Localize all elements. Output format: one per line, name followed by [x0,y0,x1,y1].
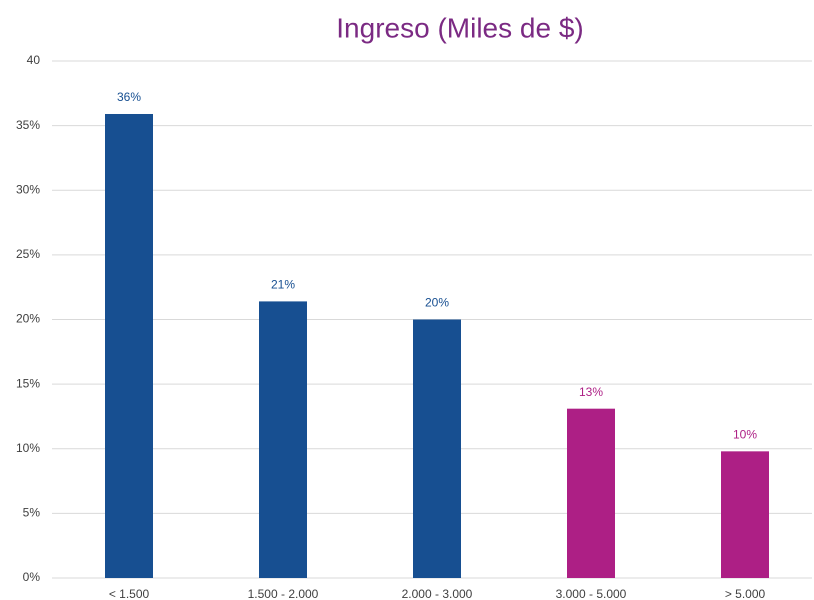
y-tick-label: 0% [23,570,41,584]
y-tick-label: 15% [16,376,40,390]
y-tick-label: 10% [16,441,40,455]
bar [105,113,153,579]
chart-title: Ingreso (Miles de $) [336,12,583,43]
y-tick-label: 40 [27,53,41,67]
value-label: 10% [733,428,757,442]
value-label: 13% [579,385,603,399]
value-label: 20% [425,296,449,310]
y-tick-label: 5% [23,506,41,520]
bar [259,301,307,578]
y-tick-label: 30% [16,182,40,196]
value-label: 36% [117,90,141,104]
x-tick-label: < 1.500 [109,587,150,600]
x-tick-label: 1.500 - 2.000 [248,587,319,600]
x-tick-label: 3.000 - 5.000 [556,587,627,600]
x-tick-label: > 5.000 [725,587,766,600]
y-tick-label: 25% [16,247,40,261]
value-label: 21% [271,278,295,292]
bar [721,451,769,578]
bar [567,408,615,578]
x-tick-label: 2.000 - 3.000 [402,587,473,600]
bar [413,319,461,578]
y-tick-label: 35% [16,118,40,132]
y-tick-label: 20% [16,312,40,326]
